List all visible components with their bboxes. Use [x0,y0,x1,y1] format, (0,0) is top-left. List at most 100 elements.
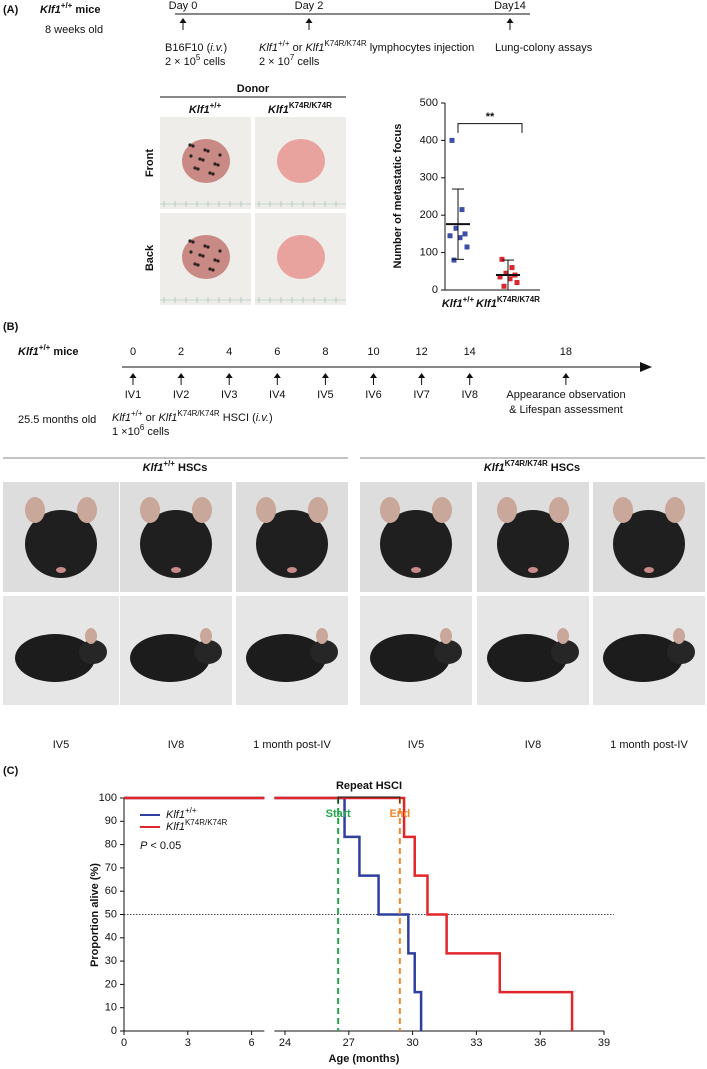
marker-label: End [389,808,410,820]
arrow-head [640,362,652,372]
group-label: Klf1K74R/K74R HSCs [484,459,580,474]
text-part: 1 ×10 [112,426,140,438]
timeline-tick: 6 [274,346,280,358]
mouse-ear [673,628,685,644]
mouse-ear [140,497,160,523]
mouse-nose [411,567,421,573]
y-tick-label: 60 [105,885,117,897]
lung-spot [203,148,207,152]
lung-spot [208,267,212,271]
legend-label: Klf1+/+ [166,806,197,821]
text-part: 5 [196,53,201,62]
point [451,257,457,263]
legend-label: Klf1K74R/K74R [166,818,227,833]
point [459,207,465,213]
cells-label: 1 ×106 cells [112,423,170,438]
mouse-ear [316,628,328,644]
mouse-nose [287,567,297,573]
point [499,256,505,262]
photo-caption: IV8 [525,739,542,751]
text-part: lymphocytes injection [367,42,475,54]
text-part: cells [294,56,320,68]
mouse-body [370,634,450,682]
mouse-ear [432,497,452,523]
text-part: 2 × 10 [259,56,290,68]
photo-caption: 1 month post-IV [253,739,331,751]
bracket-label: Repeat HSCI [336,780,402,792]
text-part: +/+ [61,1,73,10]
mouse-body [140,510,212,578]
mouse-head [551,640,579,664]
text-part: 2 × 10 [165,56,196,68]
mouse-body [130,634,210,682]
x-tick-label: 30 [406,1037,418,1049]
y-tick-label: 50 [105,908,117,920]
arrow-head [177,373,185,378]
lung-spot [196,167,200,171]
group-label: Klf1+/+ HSCs [143,459,208,474]
injection-label: Klf1+/+ or Klf1K74R/K74R lymphocytes inj… [259,39,474,54]
y-tick-label: 400 [420,134,438,146]
y-tick-label: 0 [432,284,438,296]
arrow-head [321,373,329,378]
y-tick-label: 20 [105,978,117,990]
text-part: cells [144,426,170,438]
point [457,235,463,241]
lung-spot [216,163,220,167]
lung-spot [213,162,217,166]
timeline-tick: 18 [560,346,572,358]
mouse-head [310,640,338,664]
timeline-tick: 0 [130,346,136,358]
arrow-head [179,18,187,23]
marker-label: Start [326,808,351,820]
point [497,274,503,280]
point [514,280,520,286]
event-label: IV1 [125,389,142,401]
text-part: Klf1 [476,298,497,310]
timeline-tick: 4 [226,346,232,358]
text-part: Klf1 [442,298,463,310]
text-part: 6 [140,423,145,432]
event-label: IV4 [269,389,286,401]
timeline-tick: 2 [178,346,184,358]
mouse-head [434,640,462,664]
age-label: 25.5 months old [18,414,96,426]
photo-caption: IV5 [53,739,70,751]
text-part: K74R/K74R [505,459,548,468]
arrow-head [370,373,377,378]
lung-spot [188,143,192,147]
y-tick-label: 70 [105,862,117,874]
text-part: B16F10 ( [165,42,211,54]
mouse-head [79,640,107,664]
y-tick-label: 40 [105,932,117,944]
bracket [337,796,401,803]
point [447,233,453,239]
text-part: HSCs [548,462,580,474]
point [503,270,509,276]
x-tick-label: Klf1+/+ [442,295,475,310]
significance: ** [486,111,495,123]
y-axis-label: Proportion alive (%) [89,863,101,967]
text-part: Klf1 [18,346,39,358]
text-part: +/+ [210,101,222,110]
timeline-tick: 8 [322,346,328,358]
mouse-body [613,510,685,578]
view-label: Front [144,149,156,177]
text-part: Klf1 [166,821,185,833]
text-part: Klf1 [166,809,185,821]
panel-label: (B) [3,321,19,333]
lung [277,235,325,279]
y-tick-label: 200 [420,209,438,221]
text-part: K74R/K74R [497,295,540,304]
text-part: Klf1 [40,4,61,16]
lung-spot [211,268,215,272]
x-tick-label: Klf1K74R/K74R [476,295,540,310]
photo-caption: IV8 [168,739,185,751]
arrow-head [418,373,426,378]
text-part: +/+ [463,295,475,304]
text-part: +/+ [131,409,143,418]
mouse-body [603,634,683,682]
lung-spot [216,259,220,263]
text-part: Klf1 [143,462,164,474]
